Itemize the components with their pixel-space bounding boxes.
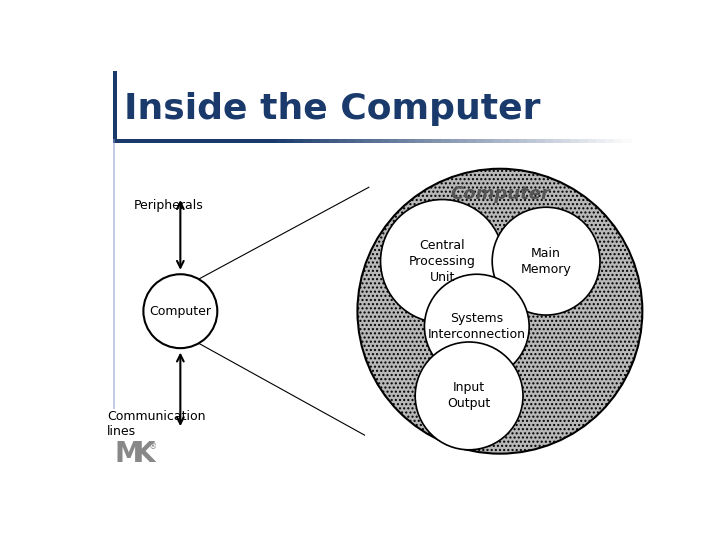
Bar xyxy=(450,139,459,143)
Bar xyxy=(199,139,209,143)
Bar xyxy=(303,139,312,143)
Text: Input
Output: Input Output xyxy=(447,381,491,410)
Bar xyxy=(588,139,597,143)
Bar xyxy=(390,139,399,143)
Bar xyxy=(113,71,117,139)
Bar xyxy=(415,139,425,143)
Bar xyxy=(381,139,390,143)
Bar xyxy=(536,139,545,143)
Bar xyxy=(234,139,243,143)
Bar xyxy=(294,139,304,143)
Text: ®: ® xyxy=(149,442,158,451)
Bar xyxy=(467,139,477,143)
Bar xyxy=(122,139,131,143)
Bar xyxy=(398,139,408,143)
Circle shape xyxy=(425,274,529,379)
Bar xyxy=(243,139,252,143)
Bar xyxy=(148,139,157,143)
Bar xyxy=(441,139,451,143)
Bar xyxy=(613,139,623,143)
Bar xyxy=(156,139,166,143)
Bar xyxy=(553,139,562,143)
Text: Inside the Computer: Inside the Computer xyxy=(124,92,541,126)
Bar xyxy=(346,139,356,143)
Circle shape xyxy=(381,200,504,323)
Bar xyxy=(182,139,192,143)
Bar xyxy=(372,139,382,143)
Bar xyxy=(484,139,494,143)
Bar xyxy=(191,139,200,143)
Bar xyxy=(130,139,140,143)
Bar xyxy=(277,139,287,143)
Bar xyxy=(596,139,606,143)
Bar xyxy=(501,139,510,143)
Bar xyxy=(286,139,295,143)
Text: Main
Memory: Main Memory xyxy=(521,247,572,275)
Text: Communication
lines: Communication lines xyxy=(107,410,206,438)
Bar xyxy=(269,139,278,143)
Bar xyxy=(174,139,183,143)
Bar xyxy=(225,139,235,143)
Bar xyxy=(510,139,519,143)
Bar xyxy=(424,139,433,143)
Circle shape xyxy=(492,207,600,315)
Bar xyxy=(605,139,614,143)
Bar xyxy=(622,139,631,143)
Text: Systems
Interconnection: Systems Interconnection xyxy=(428,312,526,341)
Bar xyxy=(518,139,528,143)
Bar xyxy=(570,139,580,143)
Bar xyxy=(165,139,174,143)
Bar xyxy=(492,139,503,143)
Bar xyxy=(355,139,364,143)
Bar xyxy=(459,139,468,143)
Bar xyxy=(433,139,442,143)
Bar xyxy=(527,139,536,143)
Text: Peripherals: Peripherals xyxy=(134,199,204,212)
Bar xyxy=(312,139,321,143)
Text: K: K xyxy=(133,440,155,468)
Bar xyxy=(364,139,373,143)
Bar xyxy=(260,139,269,143)
Bar xyxy=(139,139,148,143)
Circle shape xyxy=(143,274,217,348)
Bar xyxy=(338,139,347,143)
Circle shape xyxy=(357,168,642,454)
Text: Central
Processing
Unit: Central Processing Unit xyxy=(409,239,476,284)
Bar xyxy=(579,139,588,143)
Bar xyxy=(113,139,122,143)
Bar xyxy=(208,139,217,143)
Text: Computer: Computer xyxy=(149,305,212,318)
Text: Computer: Computer xyxy=(450,185,550,203)
Bar xyxy=(217,139,226,143)
Bar xyxy=(476,139,485,143)
Bar xyxy=(544,139,554,143)
Bar xyxy=(562,139,571,143)
Circle shape xyxy=(415,342,523,450)
Bar xyxy=(320,139,330,143)
Bar xyxy=(329,139,338,143)
Bar xyxy=(407,139,416,143)
Text: M: M xyxy=(114,440,142,468)
Bar xyxy=(113,139,115,409)
Bar xyxy=(251,139,261,143)
